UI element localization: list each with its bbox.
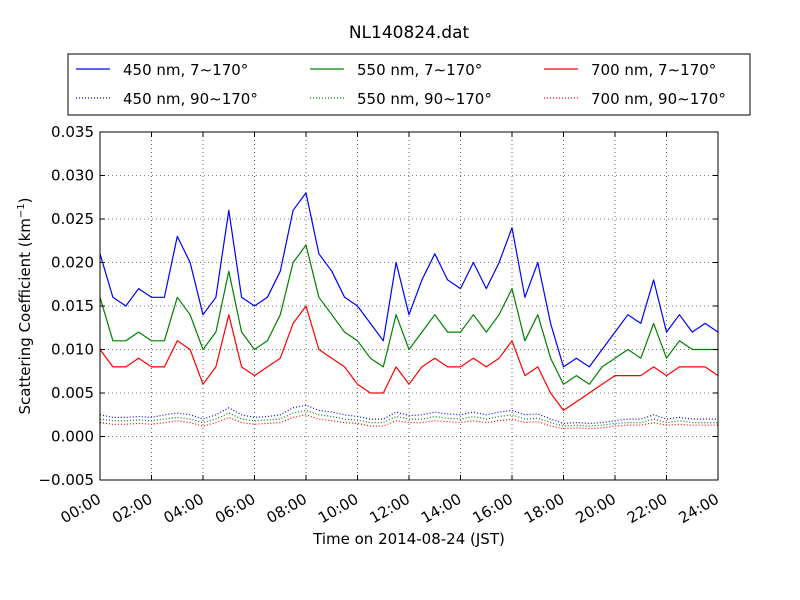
y-tick-labels: −0.005 0.000 0.005 0.010 0.015 0.020 0.025 0.03… — [38, 123, 94, 489]
y-tick-label: 0.005 — [51, 384, 94, 402]
x-tick-label: 00:00 — [58, 490, 104, 527]
y-tick-label: 0.025 — [51, 210, 94, 228]
y-axis-label: Scattering Coefficient (km−1) — [16, 197, 34, 414]
x-tick-label: 12:00 — [367, 490, 413, 527]
legend: 450 nm, 7∼170° 450 nm, 90∼170° 550 nm, 7∼1… — [67, 53, 751, 116]
legend-label: 700 nm, 90∼170° — [591, 90, 726, 108]
x-tick-label: 10:00 — [315, 490, 361, 527]
x-tick-label: 14:00 — [418, 490, 464, 527]
x-tick-label: 04:00 — [161, 490, 207, 527]
x-tick-label: 20:00 — [573, 490, 619, 527]
legend-label: 550 nm, 90∼170° — [357, 90, 492, 108]
y-tick-label: 0.030 — [51, 167, 94, 185]
x-tick-label: 06:00 — [212, 490, 258, 527]
legend-label: 550 nm, 7∼170° — [357, 61, 482, 79]
legend-label: 700 nm, 7∼170° — [591, 61, 716, 79]
x-tick-labels: 00:00 02:00 04:00 06:00 08:00 10:00 12:00 14:00… — [58, 490, 722, 527]
y-axis-label-sup: −1 — [16, 203, 27, 218]
y-tick-label: 0.010 — [51, 341, 94, 359]
y-axis-label-main: Scattering Coefficient (km — [16, 218, 34, 414]
series-layer — [99, 192, 719, 430]
x-axis-label: Time on 2014-08-24 (JST) — [312, 530, 505, 548]
series-line — [99, 305, 719, 411]
y-tick-label: 0.015 — [51, 297, 94, 315]
y-tick-label: 0.035 — [51, 123, 94, 141]
series-line — [99, 404, 718, 424]
y-tick-label: 0.000 — [51, 428, 94, 446]
legend-label: 450 nm, 90∼170° — [123, 90, 258, 108]
x-tick-label: 16:00 — [470, 490, 516, 527]
y-tick-label: −0.005 — [38, 471, 94, 489]
x-tick-label: 02:00 — [109, 490, 155, 527]
series-line — [99, 192, 719, 368]
x-tick-label: 22:00 — [624, 490, 670, 527]
x-tick-label: 18:00 — [521, 490, 567, 527]
series-line — [99, 409, 718, 427]
x-tick-label: 24:00 — [676, 490, 722, 527]
series-line — [99, 244, 718, 385]
x-tick-label: 08:00 — [264, 490, 310, 527]
y-tick-label: 0.020 — [51, 254, 94, 272]
legend-label: 450 nm, 7∼170° — [123, 61, 248, 79]
ticks — [99, 131, 719, 481]
grid — [100, 132, 718, 480]
legend-box — [67, 53, 751, 116]
y-axis-label-end: ) — [16, 197, 34, 203]
chart-title: NL140824.dat — [349, 23, 470, 43]
